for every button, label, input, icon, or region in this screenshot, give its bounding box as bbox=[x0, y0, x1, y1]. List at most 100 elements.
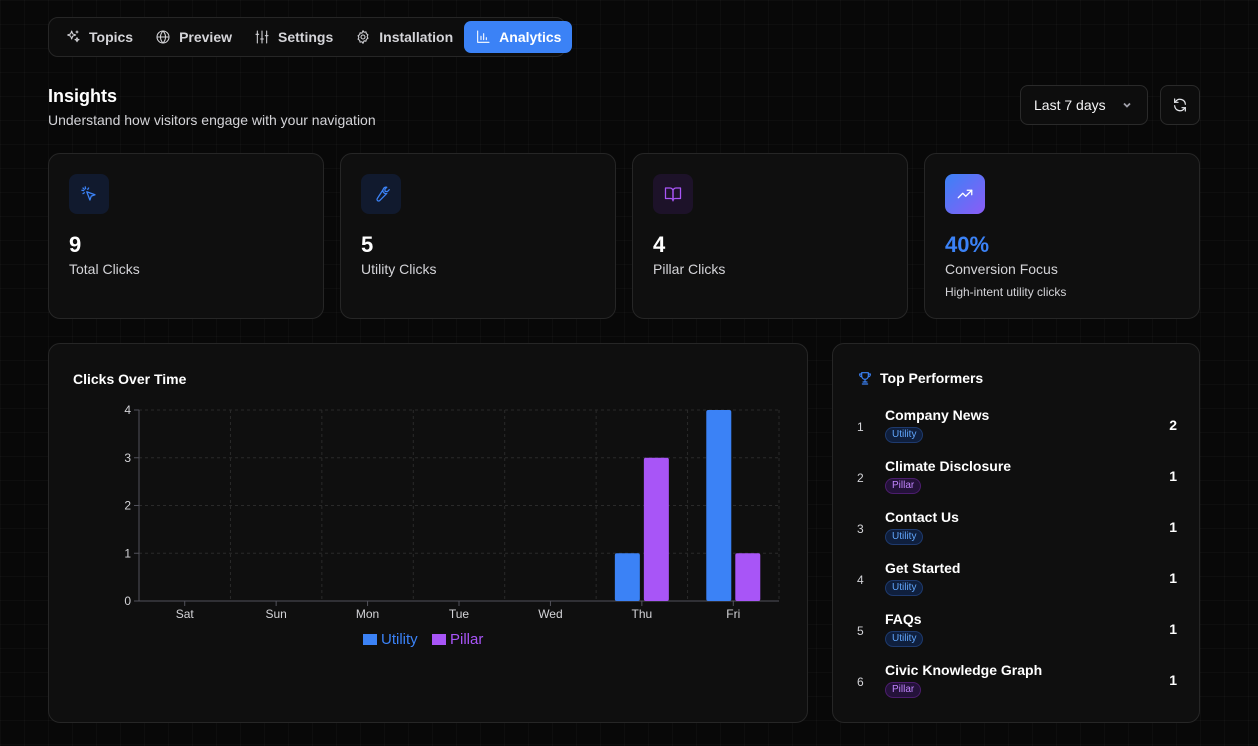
cursor-click-icon bbox=[81, 186, 96, 201]
y-tick-label: 4 bbox=[124, 403, 131, 417]
item-name: Contact Us bbox=[885, 509, 959, 525]
chevron-down-icon bbox=[1123, 102, 1131, 108]
list-item[interactable]: 6 Civic Knowledge Graph Pillar 1 bbox=[833, 662, 1199, 706]
rank-number: 1 bbox=[857, 420, 864, 434]
tab-label: Settings bbox=[278, 29, 334, 45]
trending-up-icon bbox=[957, 189, 973, 199]
legend-label-pillar: Pillar bbox=[450, 631, 483, 648]
stat-card-conversion-focus: 40% Conversion Focus High-intent utility… bbox=[924, 153, 1200, 319]
tab-analytics[interactable]: Analytics bbox=[464, 21, 573, 53]
category-badge: Utility bbox=[885, 427, 924, 443]
bar-utility bbox=[614, 553, 640, 601]
rank-number: 2 bbox=[857, 471, 864, 485]
stat-value: 4 bbox=[653, 232, 666, 257]
sliders-icon bbox=[255, 30, 269, 44]
tab-bar: Topics Preview Settings Installation Ana… bbox=[48, 17, 573, 57]
rank-number: 5 bbox=[857, 624, 864, 638]
tab-label: Installation bbox=[379, 29, 454, 45]
top-performers-panel: Top Performers 1 Company News Utility 2 2 Cli… bbox=[832, 343, 1200, 723]
book-open-icon bbox=[664, 187, 682, 202]
stat-icon-box bbox=[69, 174, 109, 214]
tab-preview[interactable]: Preview bbox=[144, 21, 243, 53]
top-performers-title: Top Performers bbox=[880, 370, 984, 386]
tab-label: Analytics bbox=[499, 29, 562, 45]
refresh-button[interactable] bbox=[1160, 85, 1200, 125]
rank-number: 3 bbox=[857, 522, 864, 536]
stat-value: 5 bbox=[361, 232, 374, 257]
list-item[interactable]: 1 Company News Utility 2 bbox=[833, 407, 1199, 451]
rank-number: 6 bbox=[857, 675, 864, 689]
bar-utility bbox=[706, 410, 732, 601]
tab-label: Topics bbox=[89, 29, 134, 45]
stat-note: High-intent utility clicks bbox=[945, 285, 1067, 299]
rank-number: 4 bbox=[857, 573, 864, 587]
list-item[interactable]: 2 Climate Disclosure Pillar 1 bbox=[833, 458, 1199, 502]
date-range-select[interactable]: Last 7 days bbox=[1020, 85, 1148, 125]
y-tick-label: 1 bbox=[124, 546, 131, 560]
x-tick-label: Sat bbox=[176, 607, 195, 621]
click-count: 1 bbox=[1169, 519, 1177, 535]
page-subtitle: Understand how visitors engage with your… bbox=[48, 112, 376, 128]
category-badge: Utility bbox=[885, 631, 924, 647]
stat-card-pillar-clicks: 4 Pillar Clicks bbox=[632, 153, 908, 319]
stat-icon-box bbox=[945, 174, 985, 214]
item-name: FAQs bbox=[885, 611, 922, 627]
legend-swatch-utility bbox=[363, 634, 377, 645]
trophy-icon bbox=[859, 372, 871, 385]
y-tick-label: 2 bbox=[124, 499, 131, 513]
list-item[interactable]: 3 Contact Us Utility 1 bbox=[833, 509, 1199, 553]
list-item[interactable]: 4 Get Started Utility 1 bbox=[833, 560, 1199, 604]
tab-label: Preview bbox=[179, 29, 233, 45]
tab-topics[interactable]: Topics bbox=[54, 21, 144, 53]
bar-chart-icon bbox=[477, 30, 490, 43]
click-count: 1 bbox=[1169, 468, 1177, 484]
click-count: 1 bbox=[1169, 672, 1177, 688]
chart-title: Clicks Over Time bbox=[73, 371, 187, 387]
stat-label: Utility Clicks bbox=[361, 261, 437, 277]
date-range-value: Last 7 days bbox=[1034, 97, 1106, 113]
stat-icon-box bbox=[361, 174, 401, 214]
stat-value: 9 bbox=[69, 232, 82, 257]
item-name: Civic Knowledge Graph bbox=[885, 662, 1043, 678]
x-tick-label: Thu bbox=[632, 607, 653, 621]
y-tick-label: 3 bbox=[124, 451, 131, 465]
legend-swatch-pillar bbox=[432, 634, 446, 645]
item-name: Company News bbox=[885, 407, 990, 423]
legend-label-utility: Utility bbox=[381, 631, 418, 648]
x-tick-label: Tue bbox=[449, 607, 470, 621]
bar-pillar bbox=[735, 553, 761, 601]
top-performers-header: Top Performers bbox=[857, 370, 983, 386]
tab-installation[interactable]: Installation bbox=[344, 21, 464, 53]
tab-settings[interactable]: Settings bbox=[243, 21, 344, 53]
item-name: Get Started bbox=[885, 560, 961, 576]
x-tick-label: Fri bbox=[726, 607, 740, 621]
clicks-chart: 0 1 2 3 4 Sat Sun Mon Tue Wed Thu Fri Utility Pillar bbox=[124, 403, 780, 648]
stat-label: Conversion Focus bbox=[945, 261, 1058, 277]
click-count: 1 bbox=[1169, 621, 1177, 637]
stat-icon-box bbox=[653, 174, 693, 214]
stat-card-utility-clicks: 5 Utility Clicks bbox=[340, 153, 616, 319]
x-tick-label: Wed bbox=[538, 607, 562, 621]
item-name: Climate Disclosure bbox=[885, 458, 1012, 474]
category-badge: Pillar bbox=[885, 682, 922, 698]
stat-value: 40% bbox=[945, 232, 990, 257]
x-tick-label: Sun bbox=[265, 607, 286, 621]
page-title: Insights bbox=[48, 86, 118, 106]
stat-label: Total Clicks bbox=[69, 261, 140, 277]
category-badge: Utility bbox=[885, 529, 924, 545]
gear-icon bbox=[357, 30, 369, 44]
click-count: 2 bbox=[1169, 417, 1177, 433]
category-badge: Utility bbox=[885, 580, 924, 596]
y-tick-label: 0 bbox=[124, 594, 131, 608]
sparkles-icon bbox=[67, 30, 80, 43]
bar-pillar bbox=[643, 457, 669, 601]
stat-label: Pillar Clicks bbox=[653, 261, 726, 277]
refresh-icon bbox=[1174, 98, 1186, 112]
list-item[interactable]: 5 FAQs Utility 1 bbox=[833, 611, 1199, 655]
click-count: 1 bbox=[1169, 570, 1177, 586]
category-badge: Pillar bbox=[885, 478, 922, 494]
wrench-icon bbox=[376, 186, 390, 202]
clicks-over-time-panel: Clicks Over Time 0 1 2 3 4 Sat Sun Mon Tue Wed Thu… bbox=[48, 343, 808, 723]
stat-card-total-clicks: 9 Total Clicks bbox=[48, 153, 324, 319]
globe-icon bbox=[156, 30, 170, 44]
